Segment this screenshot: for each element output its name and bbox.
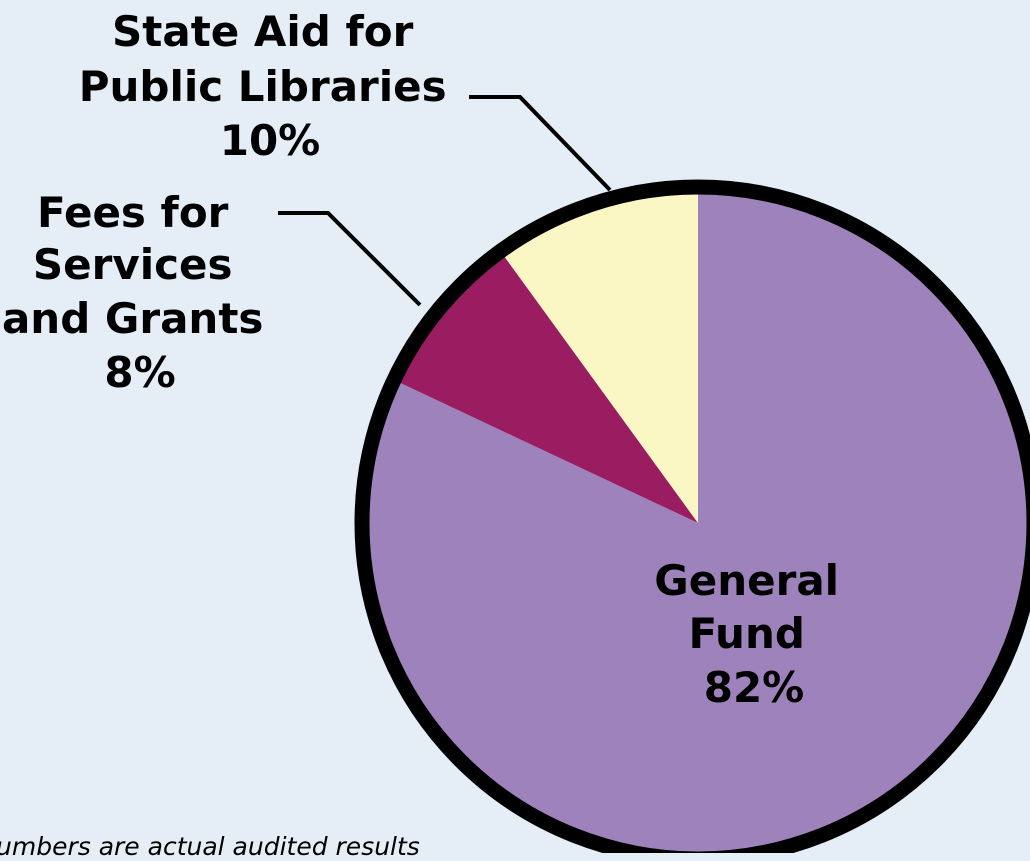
slice-label-fees-line-2: Services [33, 240, 233, 289]
footnote: umbers are actual audited results [0, 832, 420, 861]
slice-label-general-fund-line-1: General [654, 556, 839, 605]
slice-label-fees-line-3: and Grants [2, 294, 263, 343]
pie-slice-general-fund [365, 190, 1030, 853]
pie-slice-fees-for-services-and-grants [396, 253, 698, 523]
slice-value-fees: 8% [104, 348, 175, 397]
slice-label-general-fund: General Fund 82% [654, 556, 853, 712]
leader-line-state-aid [469, 95, 612, 192]
slice-label-general-fund-line-2: Fund [688, 609, 804, 658]
slice-label-state-aid-line-2: Public Libraries [79, 62, 447, 111]
pie-slices [365, 190, 1030, 853]
slice-label-fees: Fees for Services and Grants 8% [2, 188, 278, 397]
slice-label-state-aid: State Aid for Public Libraries 10% [79, 7, 462, 165]
slice-value-general-fund: 82% [704, 663, 805, 712]
slice-label-fees-line-1: Fees for [37, 188, 229, 237]
pie-outline [354, 179, 1030, 853]
slice-label-state-aid-line-1: State Aid for [112, 7, 414, 56]
slice-value-state-aid: 10% [220, 116, 321, 165]
leader-lines [278, 95, 612, 307]
pie-slice-state-aid-for-public-libraries [502, 190, 698, 523]
leader-line-fees [278, 211, 422, 307]
